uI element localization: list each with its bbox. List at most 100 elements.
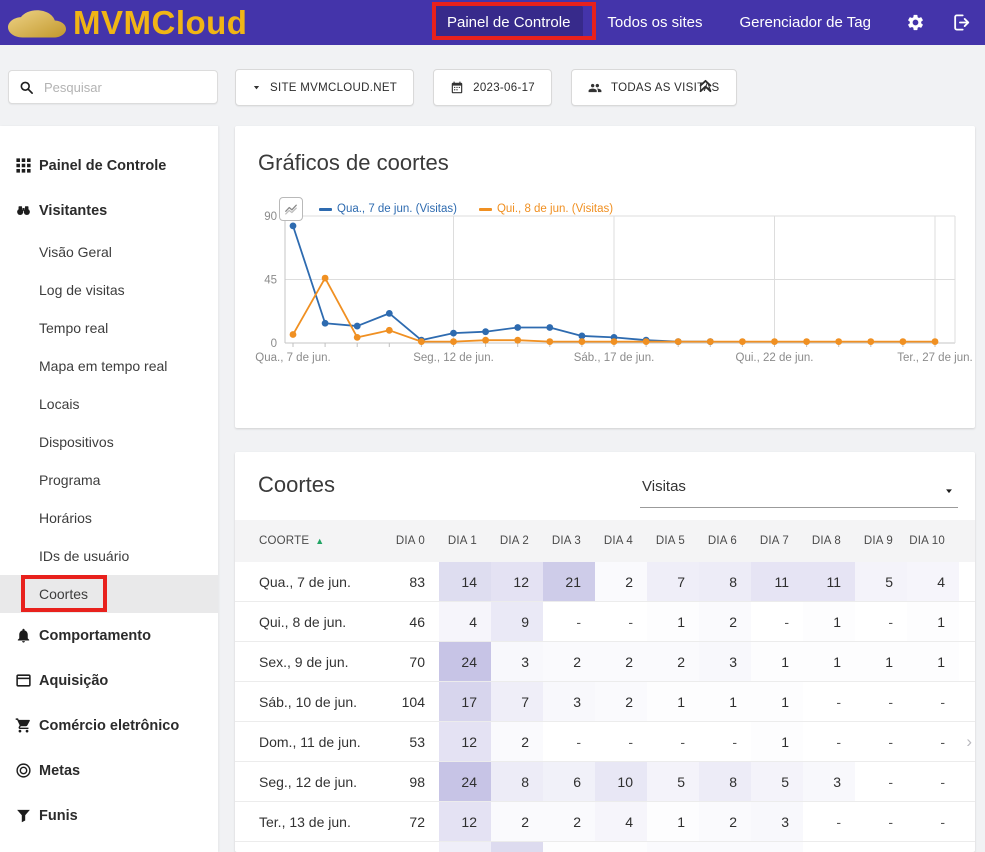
nav-item-painel-de-controle[interactable]: Painel de Controle [434,6,584,39]
sidebar-item-coortes[interactable]: Coortes [0,575,218,613]
sidebar-item-log-de-visitas[interactable]: Log de visitas [0,271,218,309]
cohort-day0-value: 46 [395,601,439,642]
cohort-cell-dia-6: 8 [699,562,751,602]
cohort-day0-value: 53 [395,721,439,762]
cohort-cell-dia-5: 1 [647,681,699,722]
cohort-cell-dia-3: 2 [543,641,595,682]
column-header-dia-4[interactable]: DIA 4 [595,520,647,562]
nav-item-gerenciador-de-tag[interactable]: Gerenciador de Tag [739,14,871,31]
cohort-cell-dia-2: 2 [491,801,543,842]
column-header-dia-5[interactable]: DIA 5 [647,520,699,562]
search-box [8,70,218,104]
legend-entry[interactable]: Qua., 7 de jun. (Visitas) [319,203,457,215]
column-header-dia-6[interactable]: DIA 6 [699,520,751,562]
cohort-cell-dia-2: 7 [491,681,543,722]
sidebar-item-metas[interactable]: Metas [0,748,218,793]
svg-text:45: 45 [264,275,277,287]
sidebar-item-comercio-eletronico[interactable]: Comércio eletrônico [0,703,218,748]
cohort-cell-dia-5 [647,841,699,852]
row-filler [959,601,975,642]
cohort-cell-dia-9: - [855,721,907,762]
column-header-dia-9[interactable]: DIA 9 [855,520,907,562]
sidebar: Painel de Controle Visitantes Visão Geral L… [0,126,218,852]
sidebar-item-label: IDs de usuário [39,548,130,564]
table-card-title: Coortes [258,472,336,497]
sidebar-item-label: Visitantes [39,202,108,219]
row-filler [959,562,975,602]
legend-entry[interactable]: Qui., 8 de jun. (Visitas) [478,203,613,215]
sidebar-item-label: Tempo real [39,320,109,336]
gear-icon[interactable] [906,13,925,32]
cohort-cell-dia-3: 21 [543,562,595,602]
sidebar-item-ids-de-usuario[interactable]: IDs de usuário [0,537,218,575]
caret-down-icon [944,486,954,496]
sidebar-item-horarios[interactable]: Horários [0,499,218,537]
sidebar-item-label: Coortes [39,586,89,602]
sidebar-item-visao-geral[interactable]: Visão Geral [0,233,218,271]
column-header-dia-0[interactable]: DIA 0 [395,520,439,562]
cohort-cell-dia-4: - [595,601,647,642]
column-header-coorte[interactable]: COORTE ▲ [235,520,395,562]
column-header-label: DIA 2 [499,535,529,547]
sidebar-item-label: Locais [39,396,80,412]
search-input[interactable] [42,78,217,96]
sidebar-item-painel-de-controle[interactable]: Painel de Controle [0,143,218,188]
top-nav: Painel de Controle Todos os sites Gerencia… [434,0,895,45]
svg-text:Ter., 27 de jun.: Ter., 27 de jun. [897,352,972,364]
cohort-cell-dia-9: - [855,681,907,722]
scroll-right-hint: › [966,732,972,751]
cohort-cell-dia-10: - [907,721,959,762]
sidebar-item-label: Log de visitas [39,282,125,298]
column-header-dia-3[interactable]: DIA 3 [543,520,595,562]
cohort-cell-dia-7 [751,841,803,852]
sidebar-item-visitantes[interactable]: Visitantes [0,188,218,233]
sidebar-item-funis[interactable]: Funis [0,793,218,838]
cohort-cell-dia-1: 17 [439,681,491,722]
collapse-toolbar-icon[interactable] [697,77,714,94]
site-selector-button[interactable]: SITE MVMCLOUD.NET [235,69,415,106]
column-header-dia-2[interactable]: DIA 2 [491,520,543,562]
cohort-cell-dia-3: - [543,721,595,762]
metric-select[interactable]: Visitas [640,472,958,508]
sidebar-item-locais[interactable]: Locais [0,385,218,423]
sidebar-item-label: Mapa em tempo real [39,358,168,374]
cohort-cell-dia-3: - [543,601,595,642]
nav-item-todos-os-sites[interactable]: Todos os sites [607,14,703,31]
cohort-cell-dia-4: 2 [595,641,647,682]
segment-selector-button[interactable]: TODAS AS VISITAS [570,69,737,106]
sidebar-item-label: Metas [39,762,81,779]
cohort-cell-dia-8: - [803,801,855,842]
sidebar-item-aquisicao[interactable]: Aquisição [0,658,218,703]
cohort-cell-dia-10: - [907,801,959,842]
column-header-dia-10[interactable]: DIA 10 [907,520,959,562]
table-row: Qui., 8 de jun. 46 4 9- -1 2-1-1 [235,601,975,642]
column-header-dia-7[interactable]: DIA 7 [751,520,803,562]
chart-image-export-icon[interactable] [279,197,303,221]
column-header-label: DIA 9 [863,535,893,547]
sidebar-item-programa[interactable]: Programa [0,461,218,499]
metric-select-value: Visitas [642,478,686,495]
brand-logo[interactable]: MVMCloud [8,4,247,42]
sidebar-item-dispositivos[interactable]: Dispositivos [0,423,218,461]
sidebar-item-label: Comportamento [39,627,151,644]
cohort-cell-dia-8: 11 [803,562,855,602]
caret-down-icon [252,83,261,92]
column-header-label: DIA 1 [447,535,477,547]
sidebar-item-mapa-em-tempo-real[interactable]: Mapa em tempo real [0,347,218,385]
cohort-cell-dia-5: 7 [647,562,699,602]
sidebar-item-comportamento[interactable]: Comportamento [0,613,218,658]
cohort-cell-dia-4: 4 [595,801,647,842]
sidebar-item-tempo-real[interactable]: Tempo real [0,309,218,347]
table-row: Dom., 11 de jun. 53 12 2- - - -1- - - [235,721,975,762]
cohort-cell-dia-10: - [907,761,959,802]
cohort-label: Qui., 8 de jun. [235,601,395,642]
column-header-dia-1[interactable]: DIA 1 [439,520,491,562]
logout-icon[interactable] [952,13,971,32]
users-icon [588,81,602,95]
cohort-cell-dia-3: 2 [543,801,595,842]
svg-text:Qui., 22 de jun.: Qui., 22 de jun. [736,352,814,364]
column-header-label: DIA 8 [811,535,841,547]
column-header-dia-8[interactable]: DIA 8 [803,520,855,562]
date-picker-button[interactable]: 2023-06-17 [433,69,552,106]
cohort-cell-dia-1: 14 [439,562,491,602]
